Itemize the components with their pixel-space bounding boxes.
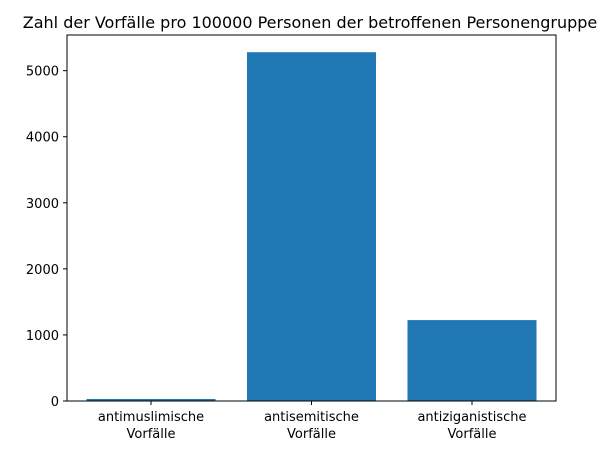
bar-2 [407, 320, 537, 401]
chart-title: Zahl der Vorfälle pro 100000 Personen de… [23, 13, 598, 32]
x-tick-label-1: antisemitische Vorfälle [264, 410, 359, 442]
x-tick-label-2: antiziganistische Vorfälle [417, 410, 526, 442]
bar-1 [247, 52, 376, 401]
x-tick-label-2-line-1: Vorfälle [448, 427, 497, 442]
y-tick-label-3: 3000 [26, 197, 59, 212]
y-tick-label-0: 0 [51, 395, 59, 410]
bar-0 [86, 399, 216, 401]
plot-frame [66, 34, 557, 402]
y-tick-label-1: 1000 [26, 329, 59, 344]
y-tick-label-5: 5000 [26, 65, 59, 80]
y-tick-label-4: 4000 [26, 131, 59, 146]
x-tick-label-0-line-0: antimuslimische [98, 410, 204, 425]
x-tick-label-1-line-1: Vorfälle [287, 427, 336, 442]
x-tick-label-0-line-1: Vorfälle [127, 427, 176, 442]
x-tick-label-1-line-0: antisemitische [264, 410, 359, 425]
x-axis: antimuslimische Vorfälle antisemitische Vor… [98, 401, 527, 442]
x-tick-label-0: antimuslimische Vorfälle [98, 410, 204, 442]
y-tick-label-2: 2000 [26, 263, 59, 278]
y-axis: 0 1000 2000 3000 4000 5000 [26, 65, 67, 410]
x-tick-label-2-line-0: antiziganistische [417, 410, 526, 425]
bars-group [86, 52, 537, 401]
